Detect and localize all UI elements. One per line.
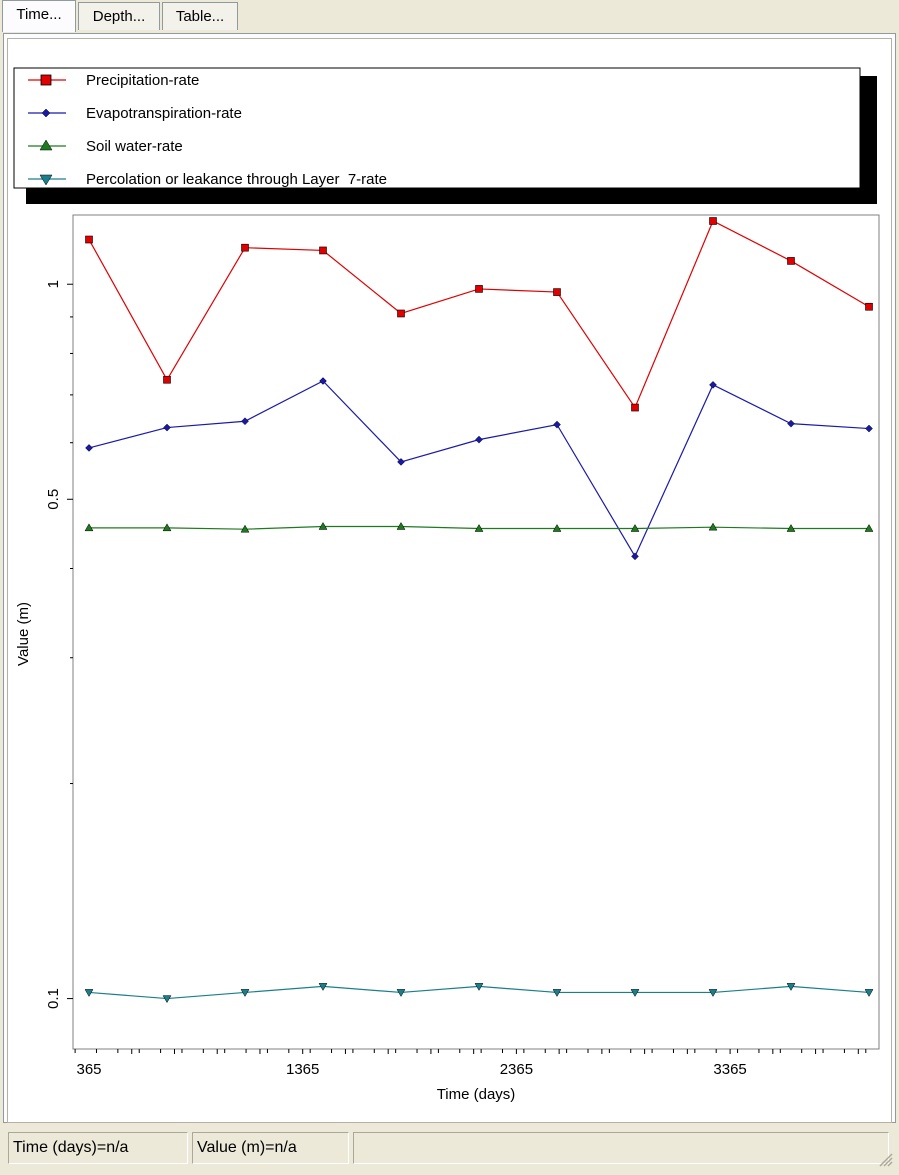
data-point-precipitation (85, 235, 93, 244)
data-point-percolation (318, 983, 328, 991)
data-point-precipitation (319, 246, 327, 255)
data-point-percolation (240, 989, 250, 997)
data-point-precipitation (787, 257, 795, 265)
data-point-percolation (552, 989, 562, 997)
legend-label: Soil water-rate (86, 138, 183, 155)
x-tick-label: 2365 (500, 1061, 533, 1078)
series-evapotranspiration (85, 377, 873, 561)
data-point-soil_water (630, 524, 640, 532)
data-point-evapotranspiration (241, 417, 249, 426)
legend-diamond-marker-icon (41, 108, 51, 118)
series-percolation (84, 983, 874, 1004)
data-point-evapotranspiration (319, 377, 327, 385)
legend[interactable]: Precipitation-rate Evapotranspiration-rat… (13, 67, 877, 204)
data-point-percolation (864, 989, 874, 997)
chart-svg[interactable]: Precipitation-rate Evapotranspiration-rat… (8, 39, 893, 1124)
legend-triangle-down-marker-icon (39, 174, 53, 186)
legend-triangle-up-marker-icon (39, 139, 53, 151)
data-point-precipitation (241, 243, 249, 252)
data-point-percolation (162, 995, 172, 1004)
data-point-evapotranspiration (553, 420, 561, 429)
x-tick-label: 365 (76, 1061, 101, 1078)
data-point-evapotranspiration (163, 423, 171, 432)
status-extra-pane (353, 1132, 889, 1164)
legend-label: Percolation or leakance through Layer 7-… (86, 171, 387, 188)
status-value-readout: Value (m)=n/a (192, 1132, 349, 1164)
legend-box (13, 67, 861, 189)
y-tick-label: 0.5 (45, 489, 62, 510)
data-point-evapotranspiration (787, 419, 795, 428)
y-tick-label: 0.1 (45, 988, 62, 1009)
x-tick-label: 3365 (713, 1061, 746, 1078)
data-point-evapotranspiration (85, 444, 93, 452)
series-soil_water (84, 521, 874, 533)
legend-item-percolation[interactable]: Percolation or leakance through Layer 7-… (28, 171, 387, 188)
data-point-percolation (630, 989, 640, 997)
data-point-evapotranspiration (475, 435, 483, 444)
legend-item-precipitation[interactable]: Precipitation-rate (28, 72, 199, 89)
data-point-precipitation (397, 309, 405, 318)
data-point-soil_water (864, 524, 874, 532)
data-point-percolation (786, 983, 796, 991)
data-point-soil_water (162, 523, 172, 532)
tab-time[interactable]: Time... (2, 0, 76, 32)
data-point-precipitation (865, 302, 873, 311)
data-point-evapotranspiration (631, 552, 639, 561)
data-point-soil_water (552, 524, 562, 532)
data-point-evapotranspiration (709, 380, 717, 389)
data-point-soil_water (474, 524, 484, 532)
data-point-soil_water (240, 524, 250, 533)
data-point-soil_water (318, 521, 328, 530)
data-point-percolation (84, 989, 94, 997)
data-point-soil_water (786, 524, 796, 532)
legend-square-marker-icon (40, 74, 52, 86)
data-point-precipitation (163, 375, 171, 384)
plot-frame (72, 214, 880, 1050)
legend-item-evapotranspiration[interactable]: Evapotranspiration-rate (28, 105, 242, 122)
status-time-readout: Time (days)=n/a (8, 1132, 188, 1164)
data-point-soil_water (84, 523, 94, 532)
series-precipitation (85, 217, 873, 412)
data-point-percolation (708, 989, 718, 997)
data-point-precipitation (709, 217, 717, 225)
data-point-evapotranspiration (865, 424, 873, 433)
data-point-soil_water (396, 521, 406, 530)
tab-depth[interactable]: Depth... (78, 2, 160, 30)
y-axis-label: Value (m) (15, 602, 32, 666)
tab-table[interactable]: Table... (162, 2, 238, 30)
legend-label: Precipitation-rate (86, 72, 199, 89)
legend-label: Evapotranspiration-rate (86, 105, 242, 122)
tab-bar: Time... Depth... Table... (0, 0, 899, 34)
chart-area[interactable]: Precipitation-rate Evapotranspiration-rat… (7, 38, 892, 1123)
data-point-soil_water (708, 522, 718, 531)
status-bar: Time (days)=n/a Value (m)=n/a (0, 1127, 899, 1175)
y-tick-label: 1 (45, 280, 62, 288)
data-point-evapotranspiration (397, 458, 405, 466)
x-axis-label: Time (days) (437, 1086, 516, 1103)
data-point-percolation (474, 983, 484, 991)
data-point-precipitation (631, 403, 639, 412)
x-tick-label: 1365 (286, 1061, 319, 1078)
resize-grip-icon[interactable] (877, 1151, 893, 1167)
data-point-percolation (396, 989, 406, 997)
data-point-precipitation (553, 288, 561, 296)
legend-item-soil_water[interactable]: Soil water-rate (28, 138, 183, 155)
data-point-precipitation (475, 285, 483, 293)
